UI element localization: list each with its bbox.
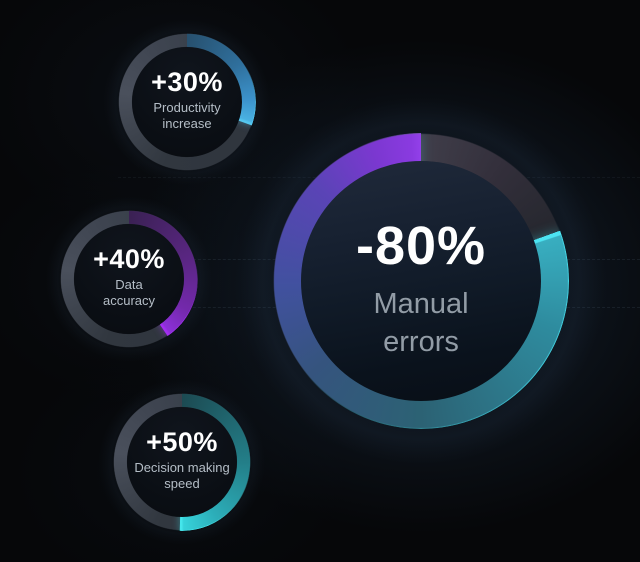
gauge-caption-line: Data: [115, 276, 143, 292]
gauge-data-accuracy: +40% Data accuracy: [46, 196, 212, 362]
gauge-inner-disc: [127, 407, 237, 517]
gauge-caption: Productivity increase: [153, 100, 220, 133]
gauge-productivity-increase: +30% Productivity increase: [104, 19, 270, 185]
gauge-value-label: -80%: [355, 216, 487, 276]
gauge-caption-line: Productivity: [153, 99, 221, 115]
gauge-content: +30% Productivity increase: [118, 33, 256, 171]
gauge-value-label: +30%: [151, 66, 223, 97]
gauge-content: +40% Data accuracy: [60, 210, 198, 348]
gauge-caption-line: Decision making: [134, 459, 230, 475]
gauge-inner-disc: [301, 161, 541, 401]
gauge-caption-line: errors: [383, 326, 459, 358]
gauge-value-label: +40%: [93, 243, 165, 274]
gauge-content: -80% Manual errors: [273, 133, 569, 429]
gauge-caption: Data accuracy: [103, 277, 155, 310]
gauge-inner-disc: [132, 47, 242, 157]
gauge-inner-disc: [74, 224, 184, 334]
gauge-caption-line: increase: [162, 116, 212, 131]
gauge-caption: Manual errors: [373, 285, 468, 361]
gauge-value-label: +50%: [146, 426, 218, 457]
gauge-decision-making-speed: +50% Decision making speed: [99, 379, 265, 545]
gauge-caption: Decision making speed: [134, 460, 229, 493]
gauge-caption-line: Manual: [373, 288, 469, 320]
gauge-manual-errors: -80% Manual errors: [237, 97, 605, 465]
gauge-caption-line: accuracy: [102, 293, 156, 308]
gauge-content: +50% Decision making speed: [113, 393, 251, 531]
gauge-caption-line: speed: [164, 476, 200, 491]
